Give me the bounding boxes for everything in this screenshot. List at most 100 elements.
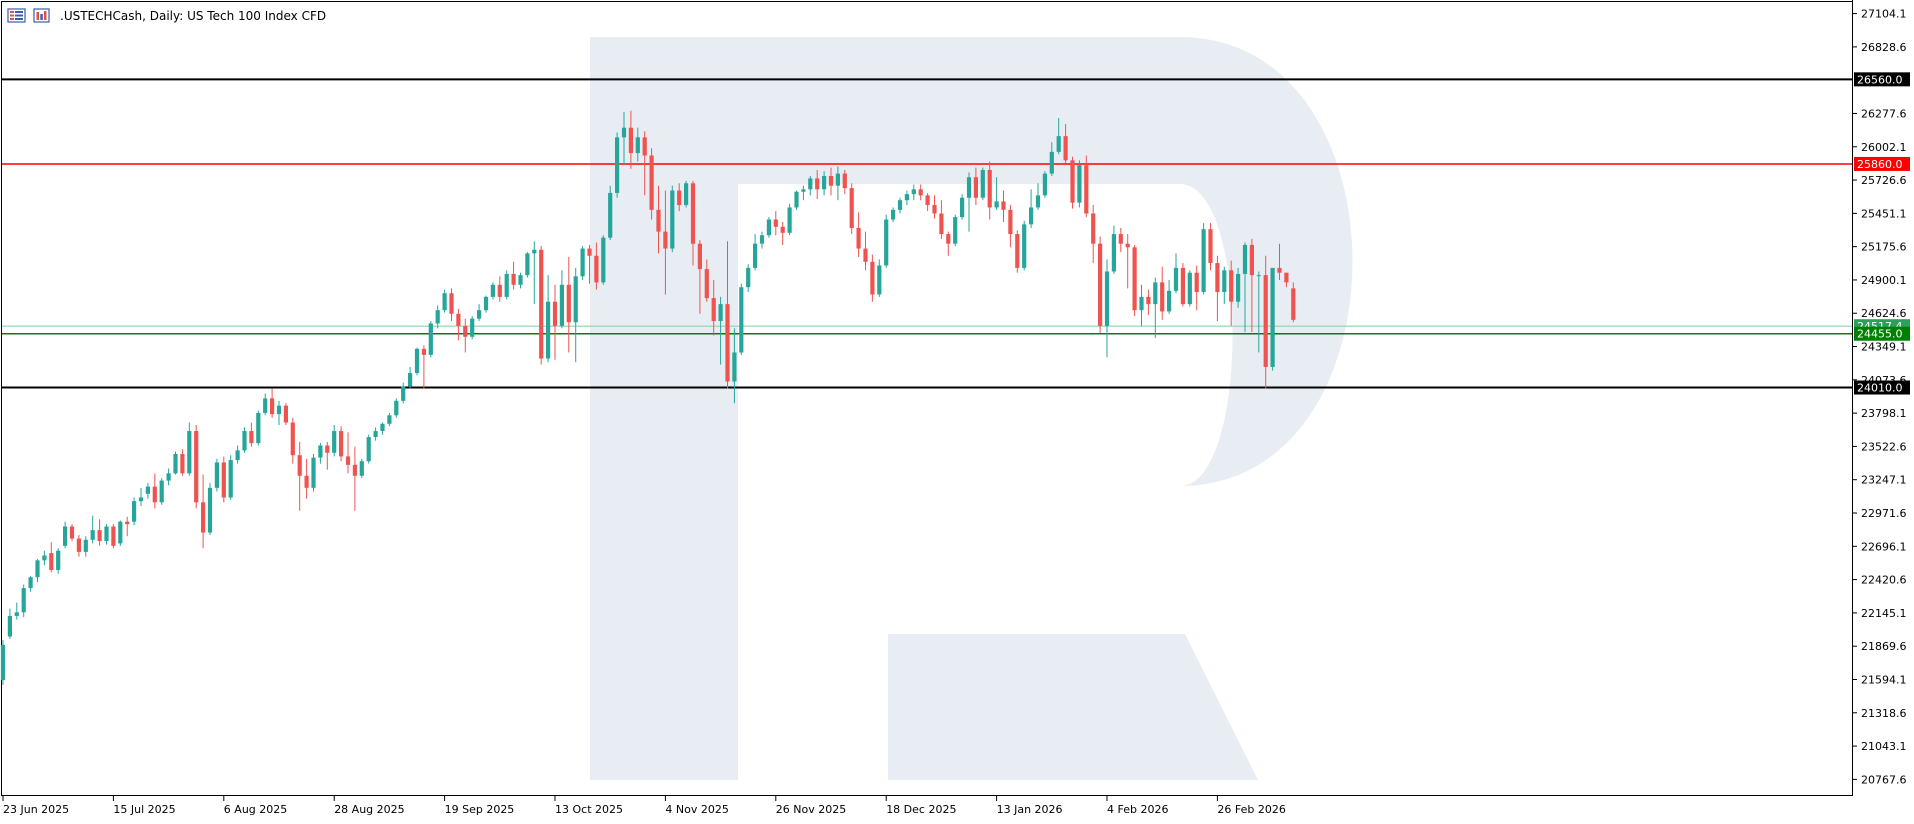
candle	[249, 422, 254, 447]
candle	[1236, 267, 1241, 308]
candle	[987, 161, 992, 220]
candle-body	[1022, 224, 1027, 268]
candle	[725, 241, 730, 389]
candle-body	[580, 248, 585, 277]
time-tick-label: 4 Nov 2025	[665, 803, 728, 816]
candle-body	[1098, 243, 1103, 326]
candle	[1049, 142, 1054, 177]
candle-body	[1111, 234, 1116, 272]
chart-bars-icon[interactable]	[33, 8, 50, 23]
candle	[925, 192, 930, 212]
candle	[442, 289, 447, 313]
candle	[35, 559, 40, 583]
candle	[1056, 118, 1061, 155]
candle	[111, 524, 116, 549]
candle	[753, 234, 758, 271]
candle-body	[56, 550, 61, 571]
candle-body	[746, 267, 751, 288]
candle-body	[656, 209, 661, 232]
candle	[421, 345, 426, 389]
candle-body	[97, 530, 102, 542]
candle	[601, 235, 606, 285]
candle-body	[90, 530, 95, 540]
candle	[1077, 160, 1082, 208]
candle	[76, 534, 81, 557]
candle-body	[1042, 173, 1047, 196]
price-tick-label: 23247.1	[1861, 474, 1907, 487]
candle-body	[187, 431, 192, 474]
candle	[166, 468, 171, 486]
candle	[1118, 227, 1123, 253]
candle	[311, 453, 316, 492]
price-tick-label: 26002.1	[1861, 141, 1907, 154]
candle-body	[63, 526, 68, 546]
candle	[566, 256, 571, 353]
candle-body	[601, 237, 606, 283]
candle-body	[1015, 234, 1020, 268]
candle-body	[35, 560, 40, 578]
candle	[1160, 266, 1165, 320]
candle	[90, 515, 95, 544]
candle	[801, 185, 806, 201]
candle	[1284, 272, 1289, 288]
candle-body	[884, 219, 889, 266]
level-tag-green: 24455.0	[1854, 326, 1910, 341]
candle-body	[704, 269, 709, 299]
list-icon[interactable]	[7, 8, 26, 23]
candle	[1277, 243, 1282, 280]
candle-body	[835, 173, 840, 186]
candle	[63, 521, 68, 549]
candle	[525, 252, 530, 278]
candle	[870, 254, 875, 302]
candle	[621, 111, 627, 166]
candle-body	[387, 415, 392, 424]
candle-body	[1160, 282, 1165, 312]
candle-body	[994, 201, 999, 208]
candle	[918, 184, 923, 201]
candle	[532, 241, 537, 305]
candle	[670, 185, 675, 253]
candle-body	[546, 301, 551, 359]
candle	[794, 190, 799, 210]
candle	[318, 443, 323, 464]
candle	[1291, 282, 1296, 323]
candle	[428, 321, 433, 358]
candle	[1208, 223, 1213, 271]
candle	[1153, 277, 1158, 338]
candle-body	[670, 190, 675, 249]
candle-body	[49, 553, 54, 571]
candle-body	[1125, 243, 1130, 248]
candle-body	[1208, 229, 1213, 264]
candle	[615, 132, 620, 198]
candle	[332, 424, 337, 457]
candle	[946, 231, 951, 256]
candle-body	[718, 304, 723, 322]
candle-body	[214, 462, 219, 488]
candle-body	[221, 462, 226, 498]
candle	[732, 328, 737, 404]
candle	[201, 474, 206, 549]
candle-body	[249, 431, 254, 444]
candle	[49, 542, 54, 573]
candle	[677, 183, 682, 212]
horizontal-levels	[2, 78, 1852, 389]
candle-body	[684, 183, 689, 206]
candle-body	[1077, 165, 1082, 203]
candle-body	[559, 284, 564, 326]
candle-body	[201, 502, 206, 533]
price-tick-label: 22971.6	[1861, 507, 1907, 520]
candle-body	[1084, 165, 1089, 214]
candle-body	[642, 137, 647, 156]
candle-body	[497, 284, 502, 297]
time-tick-label: 6 Aug 2025	[224, 803, 287, 816]
time-tick-label: 26 Nov 2025	[776, 803, 846, 816]
candle	[842, 169, 847, 195]
candle	[14, 602, 19, 620]
candle-body	[980, 169, 985, 198]
candle-body	[966, 177, 972, 198]
candle-body	[1263, 275, 1268, 367]
time-tick-label: 26 Feb 2026	[1217, 803, 1285, 816]
candle-body	[725, 304, 730, 382]
time-tick-label: 13 Jan 2026	[997, 803, 1063, 816]
